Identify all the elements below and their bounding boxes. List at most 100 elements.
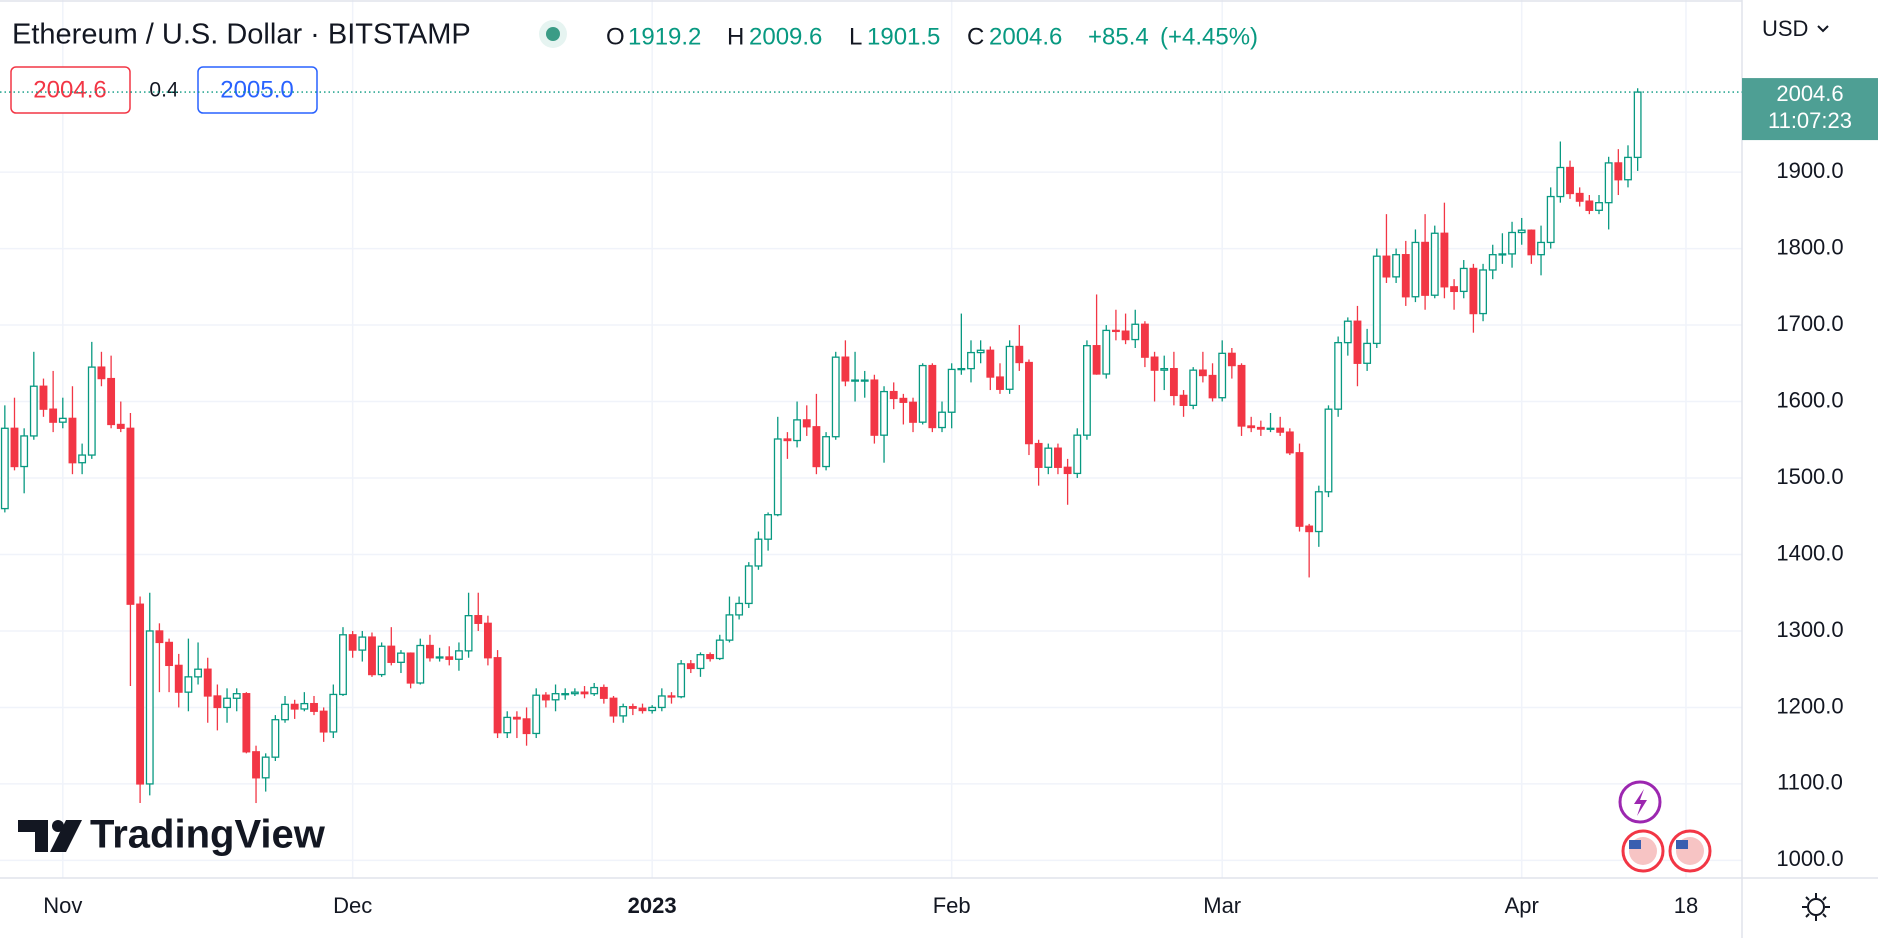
candle-body (725, 614, 734, 641)
candle-body (967, 351, 975, 370)
candle-body (1169, 367, 1178, 397)
candle-body (1295, 452, 1304, 527)
candle-body (1440, 232, 1449, 288)
candle-body (1160, 367, 1169, 371)
candle-body (764, 514, 773, 540)
candle-body (1595, 202, 1603, 211)
low-value: 1901.5 (867, 23, 940, 50)
candle-body (126, 427, 135, 605)
candle-body (1343, 320, 1352, 344)
candle-body (870, 379, 879, 436)
ask-box[interactable] (197, 66, 318, 114)
candle-body (1324, 408, 1333, 493)
candle-body (522, 718, 531, 735)
grid (0, 0, 1742, 878)
high-label: H (727, 23, 744, 50)
settings-gear[interactable] (1802, 893, 1830, 921)
y-tick-label: 1600.0 (1776, 387, 1843, 412)
candle-body (97, 366, 106, 380)
candle-body (599, 686, 608, 699)
candle-body (1121, 330, 1130, 341)
candle-body (493, 657, 502, 734)
candle-body (213, 695, 222, 709)
candle-body (648, 706, 657, 712)
candle-body (1546, 195, 1555, 244)
candle-body (918, 364, 927, 423)
candle-body (145, 630, 154, 785)
candle-body (87, 366, 96, 456)
x-tick-label: Nov (43, 893, 82, 918)
currency-caret[interactable] (1817, 25, 1829, 33)
candle-body (667, 695, 676, 698)
bid-box[interactable] (10, 66, 131, 114)
candle-body (1140, 323, 1149, 358)
candle-body (358, 636, 367, 651)
candle-body (203, 668, 212, 697)
candle-body (860, 379, 869, 382)
last-price-label: 2004.6 (1776, 81, 1843, 106)
candle-body (319, 710, 328, 733)
candle-body (1015, 345, 1024, 364)
candle-body (1034, 442, 1043, 468)
candle-body (1073, 434, 1082, 475)
ask-price[interactable]: 2005.0 (220, 76, 293, 103)
symbol-title: Ethereum / U.S. Dollar · BITSTAMP (12, 19, 471, 51)
currency-selector[interactable]: USD (1762, 16, 1808, 41)
candle-body (174, 664, 183, 693)
candle-body (1421, 241, 1430, 296)
candle-body (735, 602, 744, 616)
candle-body (793, 419, 802, 442)
candle-body (20, 435, 29, 468)
candle-body (1218, 352, 1227, 399)
candle-body (368, 636, 376, 676)
candle-body (155, 630, 164, 644)
candle-body (1459, 267, 1468, 293)
candles (0, 88, 1642, 804)
candle-body (348, 634, 357, 651)
candle-body (329, 693, 338, 733)
candle-body (281, 703, 289, 721)
candle-body (1363, 342, 1372, 364)
candle-body (435, 656, 444, 659)
candle-body (754, 538, 763, 567)
candle-body (49, 408, 58, 423)
candle-body (1556, 166, 1565, 198)
candle-body (1469, 267, 1478, 315)
y-tick-label: 1100.0 (1777, 770, 1843, 795)
candle-body (976, 349, 985, 354)
event-icons[interactable] (1618, 780, 1712, 873)
candle-body (706, 654, 715, 660)
candle-body (271, 719, 280, 758)
candle-body (1198, 369, 1207, 377)
candle-body (397, 652, 405, 663)
candle-body (541, 694, 550, 701)
y-tick-label: 1300.0 (1776, 617, 1843, 642)
candle-body (1111, 329, 1120, 333)
candle-body (1479, 269, 1488, 315)
last-price-box (1742, 78, 1878, 141)
candle-body (938, 411, 946, 429)
candle-body (387, 645, 396, 663)
candle-body (899, 397, 908, 403)
y-tick-label: 1200.0 (1776, 693, 1843, 718)
candle-body (1585, 200, 1594, 211)
candle-body (503, 716, 512, 734)
y-tick-label: 1800.0 (1776, 234, 1843, 259)
high-value: 2009.6 (749, 23, 822, 50)
candle-body (677, 663, 686, 698)
candle-body (1237, 364, 1246, 427)
bid-price[interactable]: 2004.6 (33, 76, 106, 103)
axes: 1000.0 1100.0 1200.0 1300.0 1400.0 1500.0 1600… (43, 158, 1843, 918)
candle-body (474, 615, 483, 624)
candle-body (116, 423, 125, 429)
candle-body (223, 697, 231, 709)
candle-body (1179, 394, 1188, 406)
candle-body (1624, 156, 1632, 181)
candle-body (1537, 241, 1545, 256)
status-dot (546, 27, 560, 41)
candle-body (1102, 329, 1111, 375)
candle-body (1450, 286, 1459, 293)
candle-body (1411, 241, 1420, 298)
candle-body (1527, 229, 1536, 256)
